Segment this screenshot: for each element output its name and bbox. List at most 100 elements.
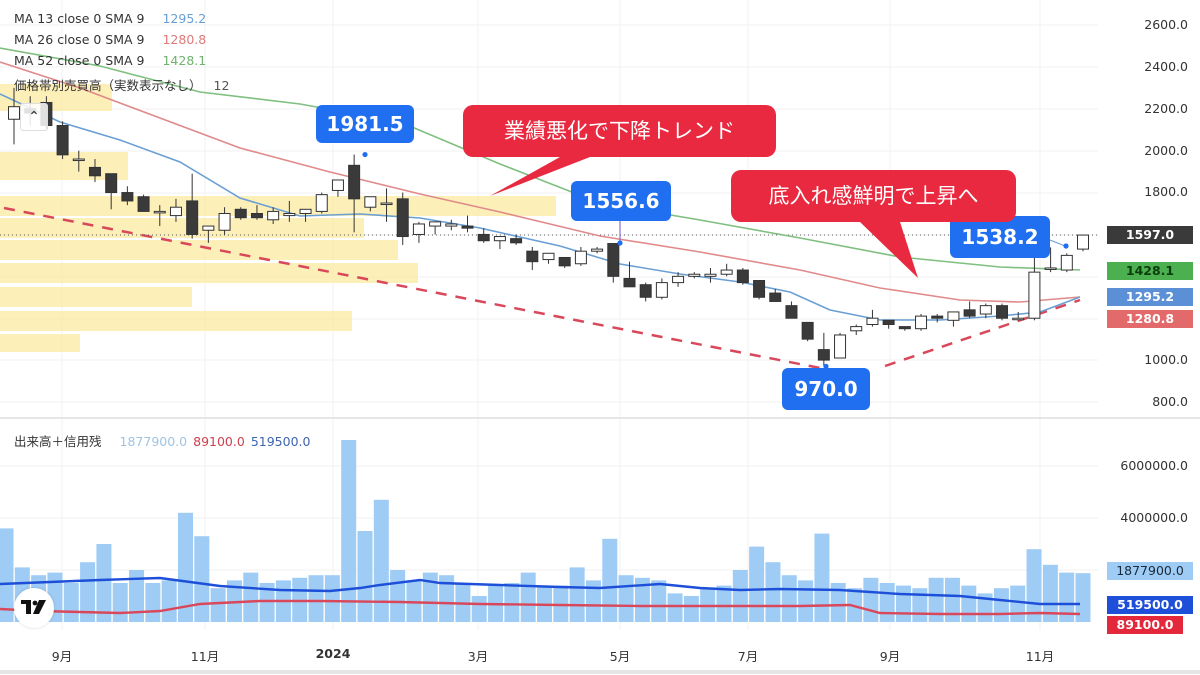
legend-ma13-label: MA 13 close 0 SMA 9: [14, 11, 145, 26]
candle-body: [461, 225, 474, 229]
volume-bar: [80, 562, 96, 622]
candle-body: [623, 277, 636, 288]
volume-bar: [390, 570, 406, 622]
x-tick: 3月: [467, 649, 489, 664]
x-tick: 11月: [1025, 649, 1055, 664]
candle-body: [202, 225, 215, 231]
candle-body: [704, 273, 717, 277]
volume-bar: [651, 580, 667, 622]
margin-buy-line: [0, 576, 1080, 606]
candle-body: [218, 212, 231, 231]
volume-bar: [781, 575, 797, 622]
volume-bar: [569, 567, 585, 622]
x-tick: 11月: [190, 649, 220, 664]
x-tick: 2024: [315, 646, 351, 661]
volume-bar: [243, 572, 259, 622]
volume-bar: [112, 583, 128, 622]
candle-body: [364, 196, 377, 208]
x-tick: 9月: [51, 649, 73, 664]
candle-body: [88, 166, 101, 177]
candle-body: [348, 164, 361, 200]
recent-connector: [1049, 239, 1066, 247]
candle-body: [558, 256, 571, 267]
volume-bar: [814, 533, 830, 622]
legend-ma52[interactable]: MA 52 close 0 SMA 9 1428.1: [14, 53, 206, 68]
downtrend-callout-tail: [490, 157, 590, 196]
x-tick: 9月: [879, 649, 901, 664]
candle-body: [445, 223, 458, 227]
volume-profile-bar: [0, 334, 80, 352]
volume-bar: [308, 575, 324, 622]
volume-legend-margin-sell: 89100.0: [193, 434, 245, 449]
candle-body: [315, 194, 328, 212]
candle-body: [850, 326, 863, 332]
volume-bar: [1026, 549, 1042, 622]
volume-legend[interactable]: 出来高＋信用残 1877900.0 89100.0 519500.0: [14, 431, 310, 450]
volume-bar: [520, 572, 536, 622]
volume-bar: [63, 583, 79, 622]
uptrend-line: [884, 298, 1081, 368]
legend-volume-profile[interactable]: 価格帯別売買高（実数表示なし） 12: [14, 75, 229, 94]
annotation-high-1981: 1981.5: [316, 105, 414, 143]
volume-bar: [928, 577, 944, 622]
volume-bar: [961, 585, 977, 622]
recent-marker: [1063, 243, 1069, 249]
price-tick: 2400.0: [1144, 59, 1188, 74]
volume-bar: [373, 499, 389, 622]
legend-ma13-value: 1295.2: [162, 11, 207, 26]
price-tick: 800.0: [1152, 394, 1188, 409]
volume-bar: [357, 531, 373, 622]
collapse-legend-button[interactable]: ⌃: [20, 103, 48, 131]
volume-bar: [439, 575, 455, 622]
volume-bar: [259, 583, 275, 622]
volume-bar: [618, 575, 634, 622]
ma52-price-tag: 1428.1: [1107, 262, 1193, 280]
volume-bar: [765, 562, 781, 622]
candle-body: [688, 273, 701, 277]
volume-bar: [634, 577, 650, 622]
volume-bar: [504, 583, 520, 622]
volume-bar: [1059, 572, 1075, 622]
volume-legend-volume: 1877900.0: [119, 434, 188, 449]
candle-body: [1077, 234, 1089, 250]
volume-bar: [667, 593, 683, 622]
candle-body: [331, 179, 344, 191]
candle-body: [477, 233, 490, 242]
candle-body: [429, 221, 442, 227]
volume-bar: [896, 585, 911, 622]
volume-bar: [0, 528, 14, 622]
candle-body: [655, 282, 668, 298]
legend-vp-value: 12: [213, 78, 230, 93]
candle-body: [169, 206, 182, 217]
volume-bar: [210, 588, 226, 622]
volume-profile-bar: [0, 263, 418, 283]
candle-body: [979, 305, 992, 315]
candle-body: [801, 321, 814, 340]
annotation-uptrend: 底入れ感鮮明で上昇へ: [731, 170, 1016, 222]
margin-sell-line: [0, 599, 1081, 616]
volume-bar: [944, 577, 960, 622]
volume-bar: [716, 585, 732, 622]
candle-body: [834, 334, 847, 359]
legend-ma26[interactable]: MA 26 close 0 SMA 9 1280.8: [14, 32, 206, 47]
margin-sell-tag: 89100.0: [1107, 616, 1183, 634]
tradingview-logo[interactable]: [14, 588, 54, 628]
candle-body: [137, 196, 150, 212]
candle-body: [785, 305, 798, 319]
legend-ma13[interactable]: MA 13 close 0 SMA 9 1295.2: [14, 11, 206, 26]
candle-body: [1028, 271, 1041, 319]
ma13-line: [0, 93, 1081, 321]
candle-body: [1012, 317, 1025, 321]
candle-body: [882, 319, 895, 325]
candle-body: [736, 269, 749, 284]
candle-body: [947, 311, 960, 321]
candle-body: [153, 210, 166, 214]
volume-tick: 6000000.0: [1120, 458, 1188, 473]
volume-bar: [324, 575, 340, 622]
volume-profile-bar: [0, 287, 192, 307]
candle-body: [267, 210, 280, 221]
legend-vp-label: 価格帯別売買高（実数表示なし）: [14, 78, 202, 93]
candle-body: [396, 198, 409, 238]
candle-body: [380, 202, 393, 206]
